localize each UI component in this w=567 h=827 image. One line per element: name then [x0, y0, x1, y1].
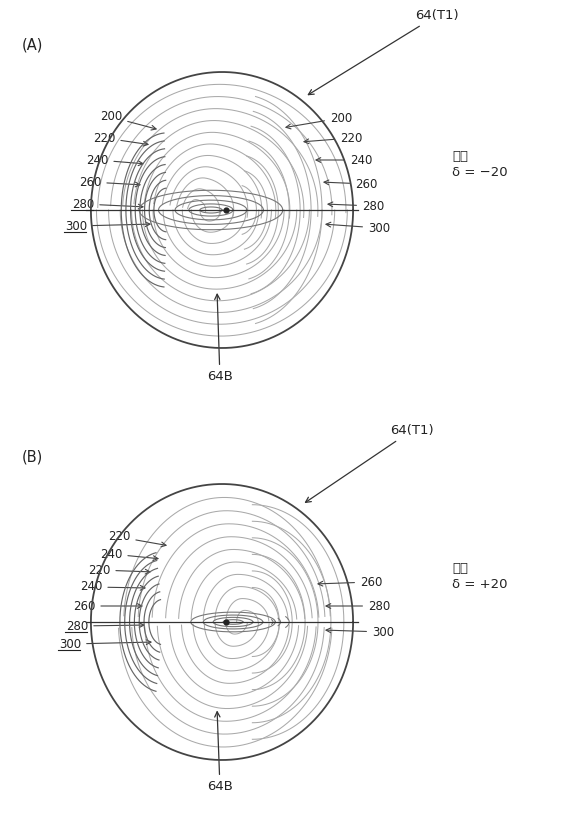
Text: 260: 260: [79, 175, 140, 189]
Text: (B): (B): [22, 449, 43, 464]
Text: 64B: 64B: [207, 294, 233, 383]
Text: 260: 260: [324, 178, 378, 190]
Text: 64(T1): 64(T1): [308, 9, 459, 94]
Text: 220: 220: [304, 131, 362, 145]
Text: 280: 280: [66, 619, 144, 633]
Text: 280: 280: [326, 600, 390, 613]
Text: 240: 240: [80, 581, 145, 594]
Text: 300: 300: [59, 638, 151, 651]
Text: (A): (A): [22, 37, 43, 52]
Text: δ = +20: δ = +20: [452, 578, 507, 591]
Text: 64(T1): 64(T1): [306, 424, 434, 502]
Text: 64B: 64B: [207, 712, 233, 793]
Text: 200: 200: [100, 111, 156, 130]
Text: 220: 220: [93, 131, 148, 146]
Text: 300: 300: [65, 219, 150, 232]
Text: 260: 260: [73, 600, 142, 613]
Text: 280: 280: [72, 198, 143, 211]
Text: 240: 240: [100, 547, 158, 561]
Text: 260: 260: [318, 576, 382, 589]
Text: 300: 300: [326, 222, 390, 235]
Text: δ = −20: δ = −20: [452, 166, 507, 179]
Text: 圧縮: 圧縮: [452, 150, 468, 163]
Text: 220: 220: [108, 530, 166, 547]
Text: 300: 300: [326, 625, 394, 638]
Text: 220: 220: [88, 563, 150, 576]
Text: 200: 200: [286, 112, 352, 129]
Text: 引張: 引張: [452, 562, 468, 575]
Text: 240: 240: [86, 154, 143, 166]
Text: 240: 240: [316, 154, 373, 166]
Text: 280: 280: [328, 199, 384, 213]
